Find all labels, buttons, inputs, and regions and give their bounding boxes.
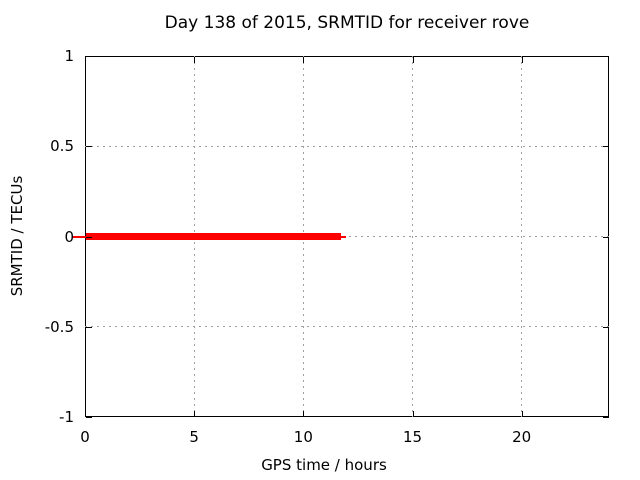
y-tickmark-left-0.5	[86, 146, 92, 147]
x-tickmark-bottom-10	[303, 411, 304, 417]
y-tickmark-left-1	[86, 56, 92, 57]
y-tickmark-right-0	[603, 237, 609, 238]
x-tickmark-bottom-0	[85, 411, 86, 417]
x-tick-label-10: 10	[293, 428, 313, 446]
x-tickmark-top-15	[413, 57, 414, 63]
x-tickmark-bottom-20	[522, 411, 523, 417]
x-tickmark-top-0	[85, 57, 86, 63]
x-tickmark-top-10	[303, 57, 304, 63]
y-tickmark-right-1	[603, 56, 609, 57]
x-tick-label-5: 5	[189, 428, 199, 446]
x-tick-label-15: 15	[402, 428, 423, 446]
y-tickmark-left--0.5	[86, 327, 92, 328]
y-tick-label--0.5: -0.5	[44, 317, 74, 336]
x-tickmark-top-5	[194, 57, 195, 63]
x-tick-label-20: 20	[512, 428, 532, 446]
y-tickmark-left-0	[86, 237, 92, 238]
x-tickmark-bottom-5	[194, 411, 195, 417]
y-tickmark-right--1	[603, 417, 609, 418]
gridline-x-15	[412, 56, 413, 417]
x-tickmark-top-20	[522, 57, 523, 63]
gridline-y-0	[85, 236, 609, 237]
gridline-y-0.5	[85, 145, 609, 147]
chart-title: Day 138 of 2015, SRMTID for receiver rov…	[164, 13, 530, 33]
y-tickmark-right-0.5	[603, 146, 609, 147]
y-tick-label-0: 0	[64, 227, 74, 246]
y-tickmark-left--1	[86, 417, 92, 418]
y-tick-label--1: -1	[59, 408, 74, 426]
y-tickmark-right--0.5	[603, 327, 609, 328]
x-tick-label-0: 0	[80, 428, 90, 446]
gridline-y--0.5	[85, 326, 609, 328]
y-tick-label-0.5: 0.5	[50, 137, 74, 156]
y-tick-label-1: 1	[64, 47, 74, 65]
series-line-SRMTID	[86, 233, 342, 240]
x-tickmark-bottom-15	[413, 411, 414, 417]
x-axis-label: GPS time / hours	[261, 456, 387, 474]
gridline-x-20	[521, 56, 523, 417]
